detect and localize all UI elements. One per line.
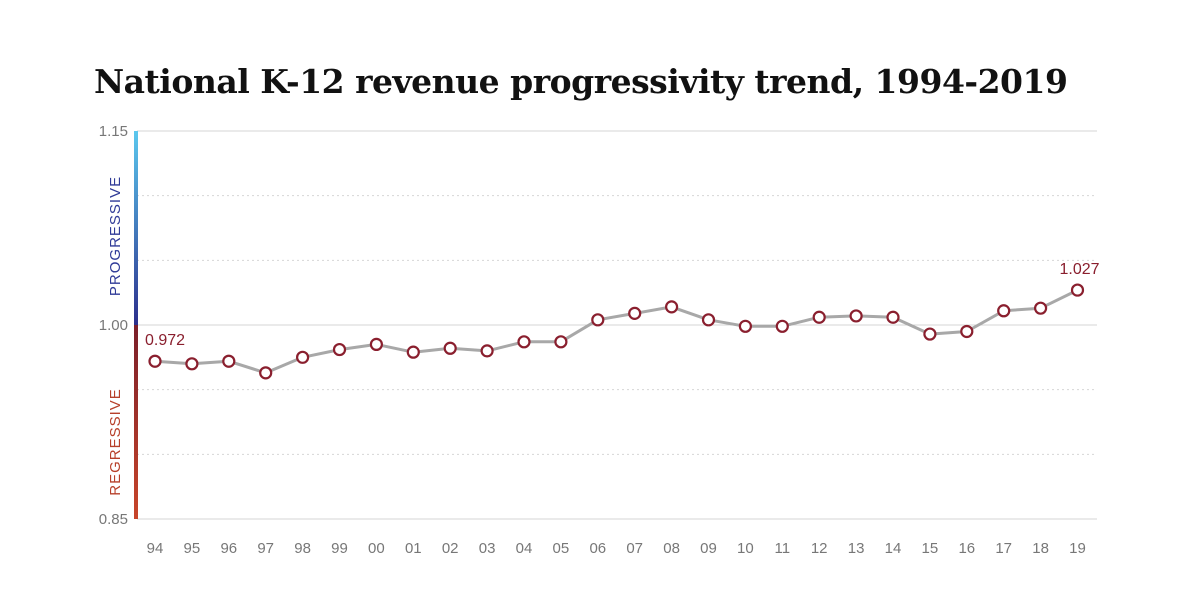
data-point [480,344,494,358]
x-tick-label: 99 [331,540,348,557]
y-axis-ticks: 1.15 1.00 0.85 [99,123,128,528]
data-point [406,345,420,359]
x-tick-label: 08 [663,540,680,557]
x-tick-label: 15 [922,540,939,557]
x-tick-label: 12 [811,540,828,557]
progressive-axis-bar [134,131,138,325]
y-tick-label: 0.85 [99,511,128,528]
x-tick-label: 18 [1032,540,1049,557]
data-labels: 0.972 1.027 [145,261,1100,349]
x-tick-label: 05 [553,540,570,557]
data-point [701,313,716,327]
x-tick-label: 11 [775,540,791,557]
data-point [148,354,162,368]
data-point [443,341,457,355]
data-point [1070,283,1085,297]
x-tick-label: 01 [405,540,422,557]
data-point [332,342,347,357]
data-point [812,310,826,324]
data-point [296,350,310,364]
data-point [886,310,900,324]
data-point [517,335,531,349]
regressive-label: REGRESSIVE [107,388,124,496]
data-point [960,324,974,339]
x-tick-label: 95 [184,540,201,557]
data-point [997,304,1011,318]
data-point [222,354,236,368]
x-tick-label: 07 [626,540,643,557]
data-points [148,283,1085,380]
y-tick-label: 1.00 [99,317,128,334]
x-tick-label: 13 [848,540,865,557]
data-point [664,300,679,314]
data-point [591,313,605,327]
x-tick-label: 02 [442,540,459,557]
regressive-axis-bar [134,325,138,519]
data-point [259,366,273,380]
x-tick-label: 98 [294,540,311,557]
data-point [554,335,568,349]
x-tick-label: 14 [885,540,902,557]
chart-title: National K-12 revenue progressivity tren… [94,62,1068,101]
progressive-label: PROGRESSIVE [107,176,124,296]
x-tick-label: 96 [220,540,237,557]
x-tick-label: 94 [147,540,164,557]
x-tick-label: 97 [257,540,274,557]
data-point [628,306,642,320]
x-tick-label: 00 [368,540,385,557]
data-point [738,319,753,333]
y-tick-label: 1.15 [99,123,128,140]
x-axis-ticks: 94 95 96 97 98 99 00 01 02 03 04 05 06 07 08 09 10 11 12 13… [147,540,1086,557]
x-tick-label: 17 [995,540,1012,557]
data-point [1033,301,1048,315]
data-point [775,319,789,333]
x-tick-label: 19 [1069,540,1086,557]
series-line [154,288,1079,375]
data-point [185,357,199,371]
gridlines [137,130,1097,520]
x-tick-label: 03 [479,540,496,557]
x-tick-label: 04 [516,540,533,557]
data-label: 1.027 [1059,261,1099,278]
x-tick-label: 10 [737,540,754,557]
x-tick-label: 16 [958,540,975,557]
data-point [369,337,383,351]
data-point [849,309,863,323]
data-point [923,327,937,341]
data-label: 0.972 [145,332,185,349]
x-tick-label: 09 [700,540,717,557]
x-tick-label: 06 [589,540,606,557]
